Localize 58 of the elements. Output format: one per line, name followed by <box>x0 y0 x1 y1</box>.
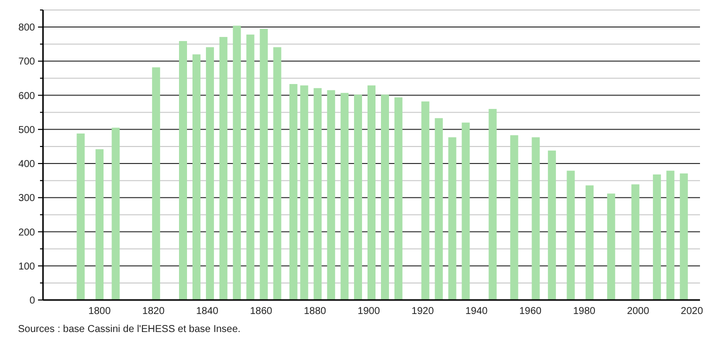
bar <box>421 101 430 300</box>
bar <box>488 108 497 300</box>
bar <box>289 84 298 300</box>
x-tick-label: 1880 <box>304 306 327 317</box>
bar <box>273 47 282 300</box>
bar <box>380 94 389 300</box>
bar <box>666 170 674 300</box>
bar <box>652 174 661 300</box>
bar <box>532 137 540 300</box>
bar <box>586 185 594 300</box>
y-tick-label: 600 <box>18 90 36 102</box>
y-tick-label: 400 <box>18 159 36 170</box>
x-tick-label: 1800 <box>88 306 112 317</box>
bar <box>566 170 575 300</box>
bar <box>448 137 456 300</box>
bar <box>314 88 322 300</box>
x-tick-label: 1940 <box>465 306 488 317</box>
bar <box>548 150 556 300</box>
bar <box>260 28 268 300</box>
bar <box>300 85 308 300</box>
x-tick-label: 1960 <box>519 306 542 317</box>
bar <box>434 118 443 300</box>
y-tick-label: 0 <box>29 296 36 306</box>
bar <box>219 36 228 300</box>
bar <box>96 149 104 300</box>
bar <box>368 85 376 300</box>
bar <box>354 94 362 300</box>
bar <box>152 67 160 300</box>
bar <box>462 122 470 300</box>
y-tick-label: 100 <box>18 261 36 272</box>
x-tick-label: 1820 <box>142 306 165 317</box>
bar <box>206 47 214 300</box>
bar <box>246 34 254 300</box>
x-tick-label: 1860 <box>250 306 273 317</box>
x-tick-label: 2020 <box>680 306 704 317</box>
bar <box>394 97 402 300</box>
y-tick-label: 800 <box>18 22 36 34</box>
x-tick-label: 1920 <box>412 306 434 317</box>
x-tick-label: 1840 <box>196 306 219 317</box>
y-tick-label: 500 <box>18 124 36 136</box>
bar <box>631 184 640 300</box>
bar <box>179 41 188 300</box>
bar <box>327 90 336 300</box>
y-tick-label: 300 <box>18 193 36 204</box>
bar <box>340 92 349 300</box>
bar <box>680 173 688 300</box>
y-tick-label: 700 <box>18 56 36 68</box>
x-tick-label: 1980 <box>573 306 596 317</box>
x-tick-label: 2000 <box>626 306 650 317</box>
source-note: Sources : base Cassini de l'EHESS et base Insee. <box>18 324 241 335</box>
y-tick-label: 200 <box>18 227 36 238</box>
bar <box>192 54 200 300</box>
bar <box>607 194 616 300</box>
bar <box>510 135 518 300</box>
bar <box>76 134 85 300</box>
bar <box>112 128 120 300</box>
x-tick-label: 1900 <box>358 306 380 317</box>
bar <box>232 26 241 300</box>
